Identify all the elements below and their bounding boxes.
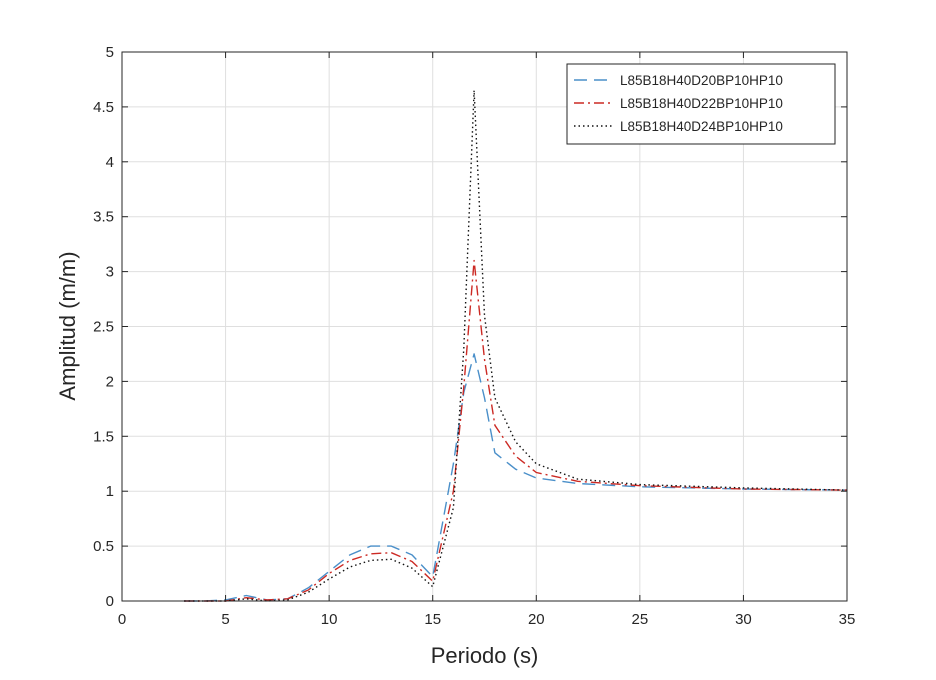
legend: L85B18H40D20BP10HP10 L85B18H40D22BP10HP10… (566, 63, 836, 145)
y-tick-label: 2 (106, 373, 114, 390)
y-tick-label: 5 (106, 44, 114, 61)
y-tick-label: 2.5 (93, 319, 114, 336)
x-tick-label: 25 (632, 611, 649, 628)
y-tick-label: 4 (106, 154, 114, 171)
axis-ticks: 0 5 10 15 20 25 30 35 0 0.5 1 1.5 2 2.5 3 3.5 4 4.5 5 (93, 44, 855, 628)
series-lines (184, 89, 848, 602)
series-line-3 (184, 89, 848, 602)
x-tick-label: 35 (839, 611, 856, 628)
x-tick-label: 20 (528, 611, 545, 628)
x-tick-label: 10 (321, 611, 338, 628)
y-tick-label: 1 (106, 483, 114, 500)
x-tick-label: 30 (735, 611, 752, 628)
legend-label-2: L85B18H40D22BP10HP10 (620, 96, 783, 111)
y-tick-label: 0 (106, 593, 114, 610)
x-tick-label: 15 (424, 611, 441, 628)
y-tick-label: 0.5 (93, 538, 114, 555)
y-axis-label: Amplitud (m/m) (55, 251, 80, 400)
series-line-1 (184, 353, 848, 602)
y-tick-label: 3 (106, 264, 114, 281)
x-axis-label: Periodo (s) (431, 643, 539, 668)
x-tick-label: 5 (221, 611, 229, 628)
legend-label-3: L85B18H40D24BP10HP10 (620, 119, 783, 134)
y-tick-label: 4.5 (93, 99, 114, 116)
legend-label-1: L85B18H40D20BP10HP10 (620, 73, 783, 88)
y-tick-label: 3.5 (93, 209, 114, 226)
x-tick-label: 0 (118, 611, 126, 628)
y-tick-label: 1.5 (93, 428, 114, 445)
legend-box (566, 63, 836, 145)
